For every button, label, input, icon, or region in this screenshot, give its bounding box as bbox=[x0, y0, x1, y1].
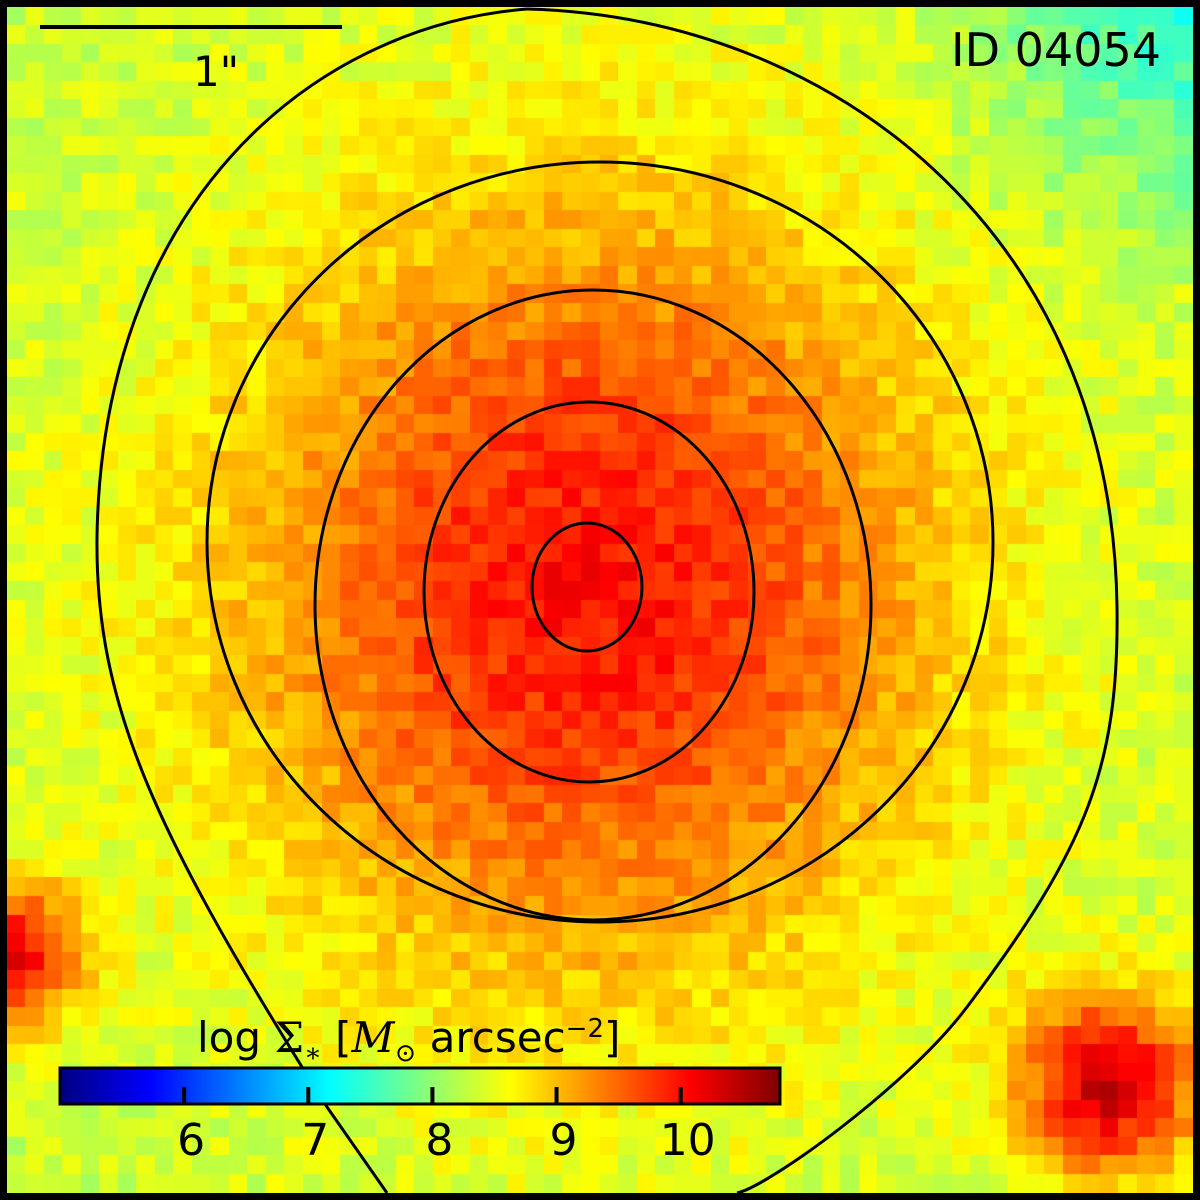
contour-3 bbox=[313, 288, 873, 922]
contour-lines bbox=[95, 7, 1119, 1193]
colorbar-tick-label: 10 bbox=[659, 1115, 716, 1166]
surface-density-map bbox=[7, 7, 1193, 1193]
cb-bracket-open: [ bbox=[321, 1013, 352, 1062]
sigma-subscript: ∗ bbox=[304, 1038, 322, 1069]
contour-2 bbox=[205, 160, 995, 924]
colorbar-tick-label: 8 bbox=[425, 1115, 454, 1166]
colorbar-tick-label: 9 bbox=[549, 1115, 578, 1166]
colorbar bbox=[58, 1066, 782, 1106]
cb-bracket-close: ] bbox=[604, 1013, 621, 1062]
sigma-symbol: Σ bbox=[274, 1013, 305, 1062]
colorbar-tick-label: 7 bbox=[301, 1115, 330, 1166]
arcsec-unit: arcsec bbox=[416, 1013, 566, 1062]
colorbar-title: log Σ∗ [M⊙ arcsec−2] bbox=[197, 1013, 620, 1068]
object-id-label: ID 04054 bbox=[951, 23, 1161, 77]
contour-1 bbox=[95, 7, 528, 1193]
scale-bar-label: 1" bbox=[193, 47, 240, 96]
mass-unit: M bbox=[351, 1013, 395, 1062]
colorbar-ticks bbox=[182, 1087, 683, 1104]
contour-1b bbox=[526, 7, 1119, 1193]
contour-5 bbox=[530, 521, 644, 653]
colorbar-tick-label: 6 bbox=[177, 1115, 206, 1166]
cb-title-prefix: log bbox=[197, 1013, 275, 1062]
contour-4 bbox=[422, 400, 756, 784]
sun-symbol: ⊙ bbox=[394, 1038, 417, 1069]
unit-exponent: −2 bbox=[565, 1014, 604, 1044]
map-overlay bbox=[40, 7, 1119, 1193]
